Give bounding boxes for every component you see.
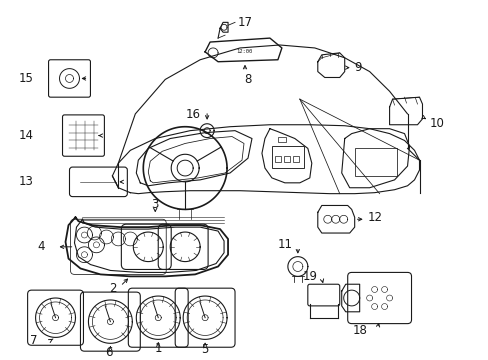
Bar (277, 136, 285, 143)
Text: 12: 12 (367, 211, 382, 224)
Bar (271, 147, 303, 168)
Text: 13: 13 (19, 175, 34, 188)
Text: 4: 4 (37, 240, 44, 253)
Bar (292, 156, 298, 162)
Text: 18: 18 (351, 324, 366, 337)
Bar (284, 156, 289, 162)
Text: 7: 7 (30, 334, 37, 347)
Text: 17: 17 (238, 16, 252, 29)
Text: 1: 1 (154, 342, 162, 355)
Text: 10: 10 (428, 117, 444, 130)
Text: 19: 19 (302, 270, 317, 283)
Bar (354, 148, 396, 176)
Text: 6: 6 (104, 346, 112, 359)
Text: 5: 5 (201, 343, 208, 356)
Text: 3: 3 (151, 198, 159, 211)
Text: 12:00: 12:00 (235, 49, 252, 54)
Text: 9: 9 (354, 61, 362, 74)
Text: 8: 8 (244, 73, 251, 86)
Text: 11: 11 (277, 238, 292, 251)
Text: 2: 2 (108, 282, 116, 295)
Bar (274, 156, 280, 162)
Text: 14: 14 (19, 129, 34, 142)
Text: 15: 15 (19, 72, 34, 85)
Text: 16: 16 (185, 108, 200, 121)
